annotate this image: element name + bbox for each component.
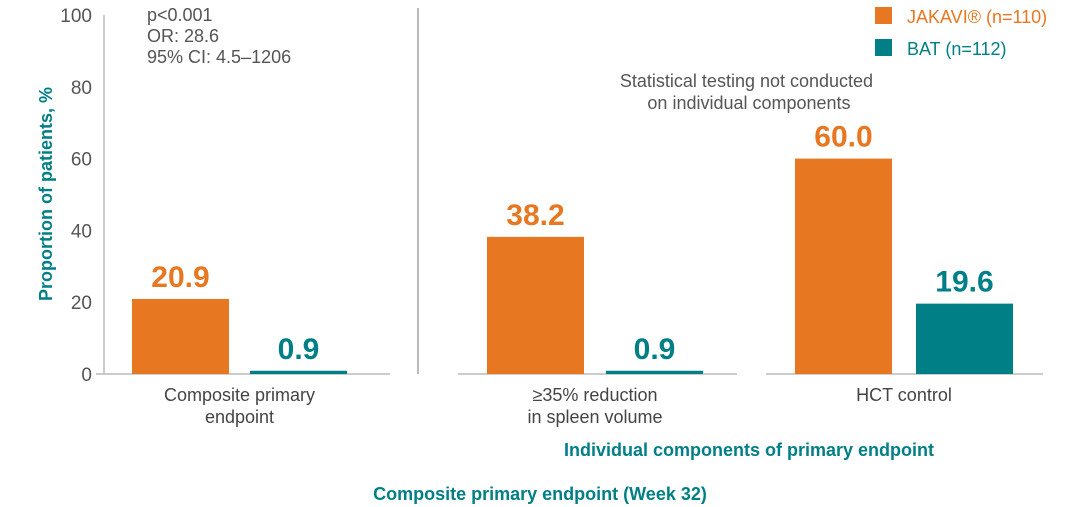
bar-value-label: 19.6 [935, 266, 993, 299]
bar [250, 370, 347, 374]
group-label-individual: Individual components of primary endpoin… [564, 440, 934, 460]
note-annotation: Statistical testing not conducted on ind… [620, 71, 878, 113]
bar [487, 236, 584, 374]
y-tick-label: 40 [71, 221, 92, 242]
legend-swatch-jakavi [875, 7, 892, 24]
bar-value-label: 20.9 [151, 261, 209, 294]
bar [795, 158, 892, 374]
bar [132, 298, 229, 374]
y-tick-label: 20 [71, 293, 92, 314]
y-tick-label: 0 [81, 365, 92, 386]
bar [606, 370, 703, 374]
category-label: ≥35% reduction in spleen volume [527, 385, 662, 427]
legend: JAKAVI® (n=110) BAT (n=112) [875, 7, 1047, 59]
legend-label-jakavi: JAKAVI® (n=110) [907, 7, 1047, 27]
category-label: Composite primary endpoint [164, 385, 315, 427]
bar [916, 303, 1013, 374]
bar-value-label: 0.9 [634, 333, 676, 366]
y-axis-label: Proportion of patients, % [36, 87, 56, 301]
stats-annotation: p<0.001 OR: 28.6 95% CI: 4.5–1206 [147, 5, 291, 67]
legend-label-bat: BAT (n=112) [907, 39, 1007, 59]
legend-swatch-bat [875, 39, 892, 56]
category-label: HCT control [856, 385, 952, 405]
group-label-composite: Composite primary endpoint (Week 32) [373, 484, 707, 504]
bar-value-label: 60.0 [814, 121, 872, 154]
bar-value-label: 38.2 [506, 199, 564, 232]
y-tick-label: 60 [71, 150, 92, 171]
y-tick-label: 80 [71, 78, 92, 99]
bar-value-label: 0.9 [278, 333, 320, 366]
y-tick-label: 100 [60, 6, 92, 27]
